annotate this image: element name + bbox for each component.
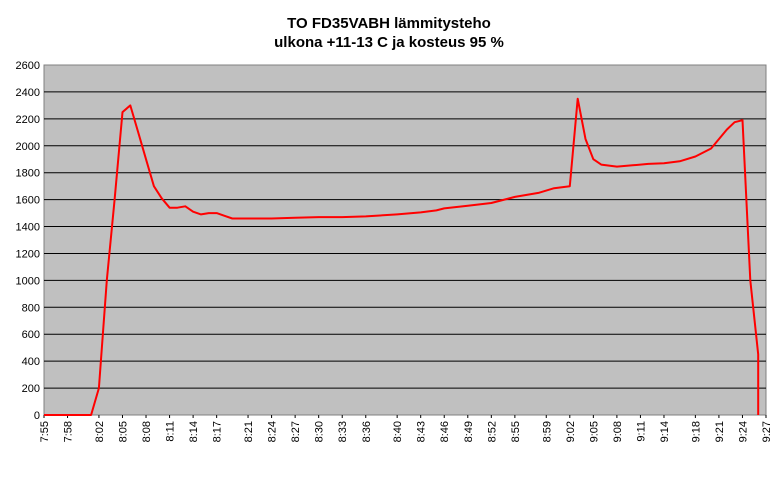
y-tick-label: 800 [22, 302, 40, 314]
x-tick-label: 8:40 [392, 421, 404, 442]
x-tick-label: 8:27 [290, 421, 302, 442]
y-tick-label: 2600 [16, 60, 40, 72]
x-tick-label: 7:58 [63, 421, 75, 442]
x-tick-label: 8:36 [361, 421, 373, 442]
y-tick-label: 2200 [16, 114, 40, 126]
chart-title: TO FD35VABH lämmitysteho [287, 15, 491, 32]
x-tick-label: 8:11 [165, 421, 177, 442]
y-tick-label: 1800 [16, 168, 40, 180]
plot-area [43, 64, 767, 416]
x-tick-label: 8:14 [188, 421, 200, 442]
y-tick-label: 2400 [16, 87, 40, 99]
x-tick-label: 7:55 [39, 421, 51, 442]
y-tick-label: 0 [34, 410, 40, 422]
x-tick-label: 8:30 [314, 421, 326, 442]
x-axis-ticks: 7:55 7:58 8:02 8:05 8:08 8:11 8:14 8:17 8:21 8:24… [39, 415, 773, 442]
series-line [44, 97, 760, 416]
x-tick-label: 9:05 [588, 421, 600, 442]
x-tick-label: 8:08 [141, 421, 153, 442]
y-tick-label: 400 [22, 356, 40, 368]
x-tick-label: 9:21 [714, 421, 726, 442]
x-tick-label: 8:24 [267, 421, 279, 442]
x-tick-label: 8:43 [416, 421, 428, 442]
x-tick-label: 8:17 [212, 421, 224, 442]
y-tick-label: 200 [22, 383, 40, 395]
x-tick-label: 9:02 [565, 421, 577, 442]
x-tick-label: 8:55 [510, 421, 522, 442]
x-tick-label: 9:27 [761, 421, 773, 442]
chart-title-block: TO FD35VABH lämmitysteho ulkona +11-13 C… [0, 14, 778, 52]
y-tick-label: 600 [22, 329, 40, 341]
gridlines [44, 91, 766, 389]
x-tick-label: 9:18 [690, 421, 702, 442]
x-tick-label: 8:05 [117, 421, 129, 442]
x-tick-label: 8:33 [337, 421, 349, 442]
x-tick-label: 9:24 [737, 421, 749, 442]
y-tick-label: 2000 [16, 141, 40, 153]
x-tick-label: 9:08 [612, 421, 624, 442]
x-tick-label: 8:49 [463, 421, 475, 442]
y-tick-label: 1600 [16, 195, 40, 207]
x-tick-label: 8:46 [439, 421, 451, 442]
x-tick-label: 9:14 [659, 421, 671, 442]
series-layer [44, 97, 760, 416]
y-tick-label: 1000 [16, 275, 40, 287]
x-tick-label: 8:59 [541, 421, 553, 442]
chart-subtitle: ulkona +11-13 C ja kosteus 95 % [274, 34, 504, 51]
y-axis-ticks: 0 200 400 600 800 1000 1200 1400 1600 1800 2000 220… [16, 60, 40, 422]
x-tick-label: 8:52 [486, 421, 498, 442]
x-tick-label: 9:11 [635, 421, 647, 442]
y-tick-label: 1400 [16, 222, 40, 234]
x-tick-label: 8:21 [243, 421, 255, 442]
x-tick-label: 8:02 [94, 421, 106, 442]
y-tick-label: 1200 [16, 248, 40, 260]
